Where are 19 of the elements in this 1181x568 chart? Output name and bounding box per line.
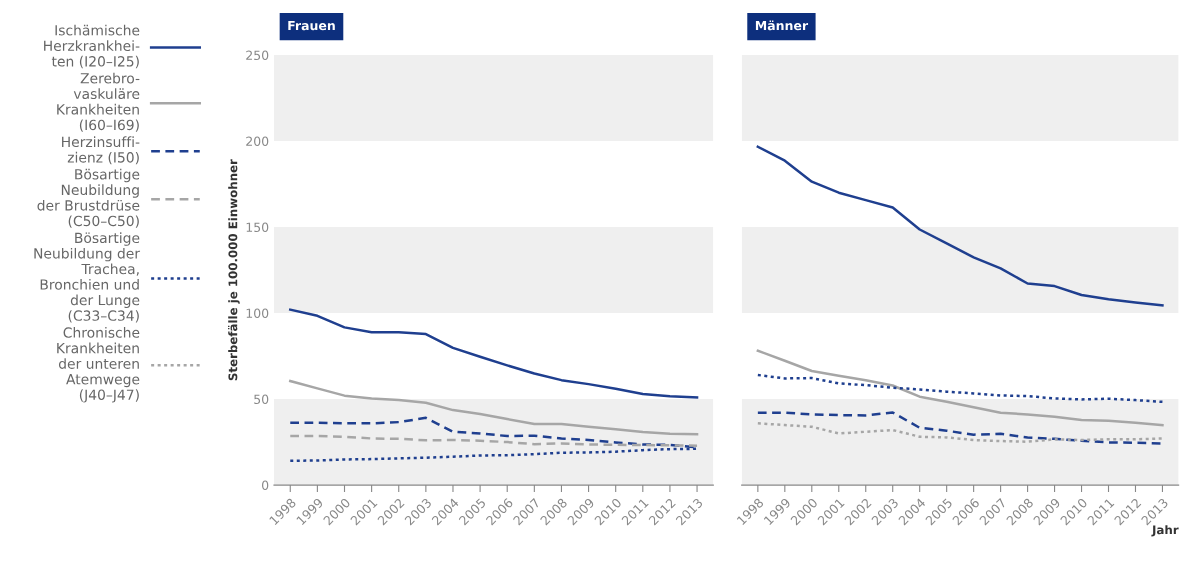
y-axis-title: Sterbefälle je 100.000 Einwohner (228, 159, 240, 381)
y-tick-label: 250 (246, 50, 269, 61)
chart-title: Frauen (288, 20, 335, 31)
legend-label: Zerebro- vaskuläre Krankheiten (I60–I69) (57, 72, 140, 132)
y-tick-label: 50 (254, 394, 269, 404)
line-series (289, 379, 699, 436)
line-series (289, 308, 699, 399)
chart-title: Männer (755, 20, 809, 31)
x-axis-title: Jahr (1151, 525, 1179, 537)
legend-label: Ischämische Herzkrankhei- ten (I20–I25) (44, 24, 140, 69)
y-tick-label: 150 (246, 222, 269, 233)
legend-label: Bösartige Neubildung der Trachea, Bronchien und der Lunge (C33–C34) (34, 232, 141, 323)
y-tick-label: 0 (262, 480, 269, 490)
y-tick-label: 200 (246, 136, 269, 147)
y-tick-label: 100 (246, 308, 269, 319)
line-series (289, 434, 699, 447)
legend-label: Bösartige Neubildung der Brustdrüse (C50–C50) (37, 168, 140, 228)
legend-label: Chronische Krankheiten der unteren Atemwege (J40–J47) (57, 327, 140, 403)
legend-label: Herzinsuffi- zienz (I50) (62, 136, 140, 165)
